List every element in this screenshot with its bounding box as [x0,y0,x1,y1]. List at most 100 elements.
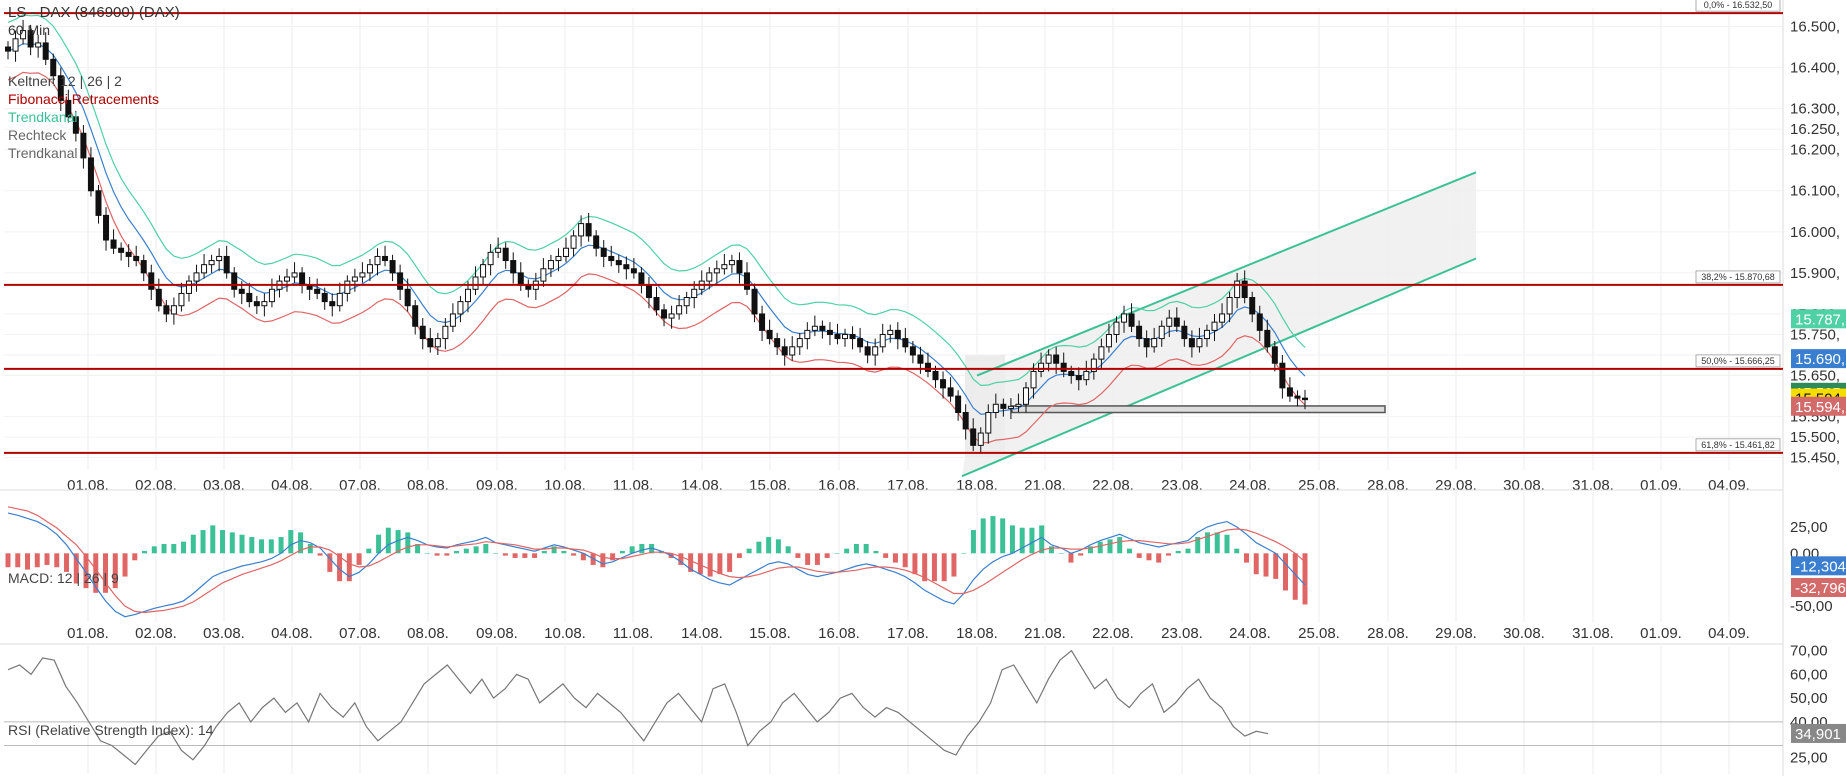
price-badge-label: 15.594, [1795,399,1845,416]
candle-body [517,272,524,286]
candle-body [676,305,683,315]
macd-histogram-bar [64,553,70,572]
candle-body [540,268,547,282]
candle-body [683,297,690,307]
macd-histogram-bar [883,553,889,558]
candle-body [57,75,64,101]
macd-histogram-bar [249,537,255,554]
macd-histogram-bar [951,553,957,577]
y-tick-label: 16.250, [1790,121,1840,138]
candle-body [427,338,434,348]
candle-body [434,338,441,348]
x-tick-label: 01.08. [67,477,109,494]
candle-body [668,313,675,319]
macd-histogram-bar [795,553,801,558]
candle-body [917,354,924,364]
legend-item-rechteck[interactable]: Rechteck [8,127,67,143]
y-tick-label: 16.400, [1790,60,1840,77]
candle-body [909,346,916,356]
y-tick-label: 70,00 [1790,643,1828,660]
candle-body [804,329,811,340]
x-tick-label: 10.08. [544,477,586,494]
candle-body [351,276,358,282]
fibonacci-label: 0,0% - 16.532,50 [1704,0,1773,10]
macd-histogram-bar [873,550,879,554]
candle-body [1196,338,1203,348]
candle-body [638,272,645,286]
candle-body [547,260,554,270]
x-tick-label: 14.08. [681,477,723,494]
candle-body [359,272,366,278]
candle-body [947,387,954,397]
candle-body [661,309,668,319]
candle-body [238,288,245,294]
macd-badge-label: -12,304 [1795,558,1846,575]
candle-body [20,30,27,40]
candle-body [955,395,962,414]
macd-histogram-bar [1097,541,1103,554]
candle-body [382,255,389,262]
macd-histogram-bar [327,553,333,572]
indicator-legend: Keltner: 12 | 26 | 2 Fibonacci Retraceme… [8,72,159,162]
candle-body [284,276,291,282]
candle-body [1068,370,1075,377]
x-tick-label: 01.09. [1640,477,1682,494]
candle-body [645,284,652,299]
macd-histogram-bar [1000,518,1006,554]
rectangle-drawing [1011,405,1386,414]
candle-body [1241,280,1248,299]
macd-histogram-bar [405,532,411,554]
candle-body [721,264,728,270]
candle-body [872,346,879,356]
macd-histogram-bar [112,553,118,589]
candle-body [691,288,698,299]
macd-histogram-bar [863,544,869,554]
candle-body [1173,317,1180,327]
candle-body [397,272,404,290]
candle-body [1211,321,1218,331]
x-tick-label: 25.08. [1298,625,1340,642]
candle-body [27,30,34,48]
candle-body [321,292,328,303]
legend-item-trendkanal-green[interactable]: Trendkanal [8,109,78,125]
macd-histogram-bar [1048,546,1054,554]
macd-histogram-bar [1302,553,1308,605]
price-pane: 16.500, 16.400, 16.300, 16.250, 16.200, 16.10… [4,0,1846,776]
candle-body [653,297,660,311]
candle-body [148,272,155,290]
macd-histogram-bar [239,534,245,554]
x-tick-label: 04.09. [1708,625,1750,642]
legend-item-fibonacci[interactable]: Fibonacci Retracements [8,91,159,107]
candle-body [65,99,72,118]
macd-histogram-bar [424,553,430,554]
macd-histogram-bar [805,553,811,565]
x-tick-label: 24.08. [1229,625,1271,642]
candle-body [412,305,419,327]
y-tick-label: 16.200, [1790,142,1840,159]
macd-histogram-bar [619,550,625,554]
candle-body [1143,338,1150,348]
macd-histogram-bar [610,553,616,561]
candle-body [1090,358,1097,372]
legend-item-trendkanal-grey[interactable]: Trendkanal [8,145,78,161]
macd-histogram-bar [385,527,391,554]
candle-body [585,223,592,237]
candle-body [1098,346,1105,360]
macd-histogram-bar [493,553,499,554]
x-tick-label: 01.09. [1640,625,1682,642]
x-tick-label: 04.09. [1708,477,1750,494]
x-tick-label: 03.08. [203,625,245,642]
candle-body [1234,280,1241,299]
macd-histogram-bar [395,530,401,554]
macd-histogram-bar [766,537,772,554]
y-tick-label: 25,00 [1790,519,1828,536]
legend-item-keltner[interactable]: Keltner: 12 | 26 | 2 [8,73,122,89]
macd-histogram-bar [522,553,528,558]
x-tick-label: 30.08. [1503,625,1545,642]
macd-histogram-bar [434,553,440,556]
price-badge [1791,396,1846,416]
candle-body [223,255,230,274]
price-badge [1791,309,1846,329]
macd-histogram-bar [512,553,518,558]
